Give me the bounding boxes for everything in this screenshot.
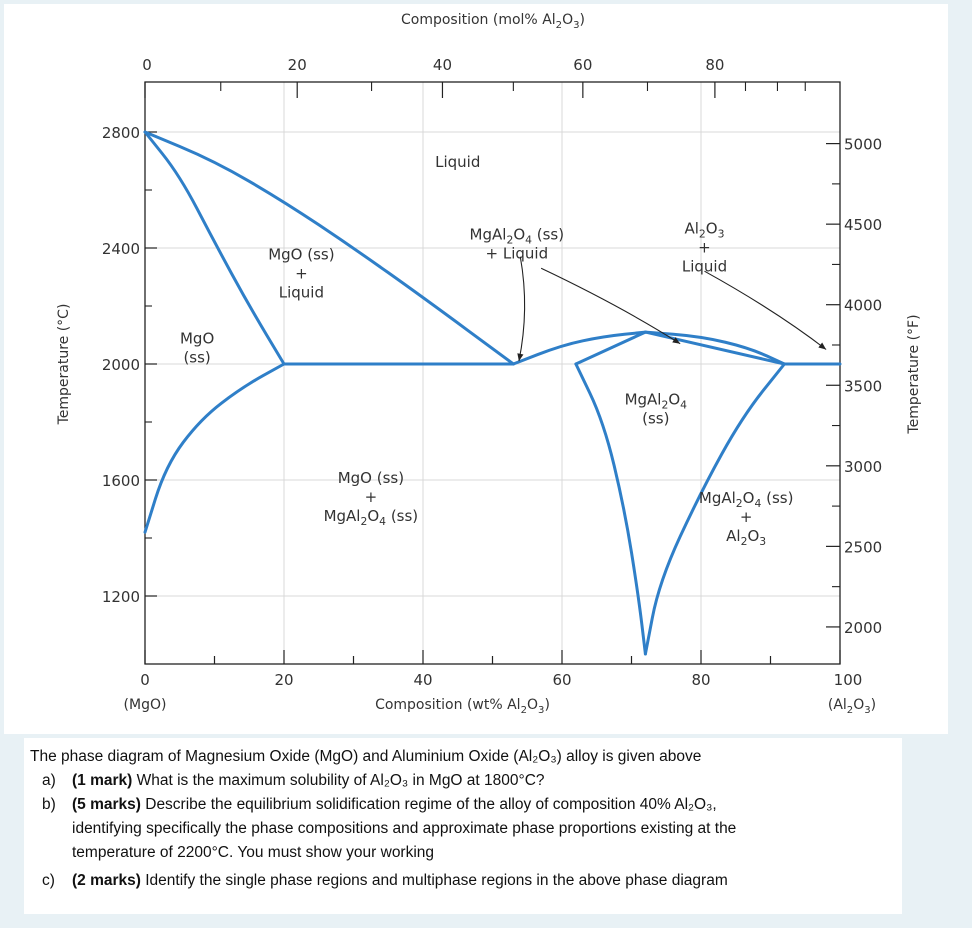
right-tick-label-2500: 2500 (844, 538, 882, 556)
question-b: b) (5 marks) Describe the equilibrium sol… (42, 796, 717, 814)
x-tick-label-100: 100 (834, 671, 863, 689)
y-tick-label-2000: 2000 (102, 356, 140, 374)
top-tick-label-40: 40 (433, 56, 452, 74)
region-label-3-0: MgAl2​O4​ (ss) (470, 225, 565, 246)
x-axis-title: Composition (wt% Al2​O3​) (375, 697, 550, 716)
phase-boundary-9 (574, 362, 647, 656)
x-tick-label-80: 80 (691, 671, 710, 689)
plot-frame (144, 81, 841, 665)
question-a-marks: (1 mark) (72, 772, 133, 789)
x-end-label-al2o3: (Al2​O3​) (828, 697, 876, 716)
right-axis-title: Temperature (°F) (906, 314, 922, 434)
right-tick-label-4500: 4500 (844, 216, 882, 234)
leader-arrow-spinel-liquid-right-head (672, 337, 681, 344)
question-c-marks: (2 marks) (72, 872, 141, 889)
region-label-2-1: (ss) (183, 349, 210, 367)
region-label-5-0: MgAl2​O4​ (625, 391, 688, 412)
region-label-6-2: MgAl2​O4​ (ss) (324, 507, 419, 528)
region-label-1-1: + (295, 265, 308, 283)
x-tick-label-40: 40 (413, 671, 432, 689)
phase-boundary-7 (643, 330, 786, 366)
region-label-4-0: Al2​O3​ (684, 220, 724, 241)
y-tick-label-2400: 2400 (102, 240, 140, 258)
question-c: c) (2 marks) Identify the single phase re… (42, 872, 728, 890)
question-c-text: Identify the single phase regions and mu… (140, 872, 728, 889)
leader-arrow-al2o3-liquid-head (818, 342, 827, 350)
region-label-1-2: Liquid (279, 284, 324, 302)
phase-diagram-chart: 0 20 40 60 80 100 (MgO) (Al2​O3​) Composition (w… (56, 12, 922, 716)
region-label-4-2: Liquid (682, 258, 727, 276)
region-label-2-0: MgO (180, 330, 214, 348)
region-label-6-1: + (365, 488, 378, 506)
x-tick-label-0: 0 (140, 671, 150, 689)
phase-boundary-6 (574, 330, 647, 366)
right-tick-label-2000: 2000 (844, 619, 882, 637)
question-c-label: c) (42, 872, 55, 889)
question-b-text: Describe the equilibrium solidification … (140, 796, 717, 813)
leader-arrow-spinel-liquid-left-head (517, 353, 524, 362)
top-tick-label-0: 0 (142, 56, 152, 74)
region-label-7-2: Al2​O3​ (726, 527, 766, 548)
region-label-0-0: Liquid (435, 153, 480, 171)
leader-arrow-spinel-liquid-right (540, 267, 681, 345)
question-b-text-line2: identifying specifically the phase compo… (72, 820, 737, 837)
question-a-label: a) (42, 772, 56, 789)
y-tick-label-1600: 1600 (102, 472, 140, 490)
region-label-7-1: + (740, 508, 753, 526)
phase-boundary-10 (643, 362, 786, 656)
top-axis-title: Composition (mol% Al2​O3​) (401, 12, 585, 31)
right-tick-label-5000: 5000 (844, 136, 882, 154)
question-a: a) (1 mark) What is the maximum solubilit… (42, 772, 545, 790)
x-tick-label-20: 20 (274, 671, 293, 689)
phase-boundary-2 (143, 362, 286, 534)
right-tick-label-3000: 3000 (844, 458, 882, 476)
phase-boundary-4 (511, 330, 647, 366)
question-panel: The phase diagram of Magnesium Oxide (Mg… (24, 738, 902, 914)
question-b-marks: (5 marks) (72, 796, 141, 813)
leader-arrow-spinel-liquid-left (518, 256, 526, 362)
question-b-text-line3: temperature of 2200°C. You must show you… (72, 844, 435, 861)
leader-arrow-al2o3-liquid (704, 270, 827, 350)
question-a-text: What is the maximum solubility of Al₂O₃ … (132, 772, 545, 789)
x-tick-label-60: 60 (552, 671, 571, 689)
x-end-label-mgo: (MgO) (124, 697, 167, 713)
question-intro: The phase diagram of Magnesium Oxide (Mg… (30, 748, 702, 765)
right-tick-label-4000: 4000 (844, 297, 882, 315)
y-tick-label-2800: 2800 (102, 124, 140, 142)
question-b-label: b) (42, 796, 56, 813)
region-label-4-1: + (698, 239, 711, 257)
phase-boundary-0 (143, 130, 286, 366)
phase-boundary-1 (143, 130, 515, 366)
right-tick-label-3500: 3500 (844, 377, 882, 395)
top-tick-label-80: 80 (705, 56, 724, 74)
region-label-3-1: + Liquid (486, 244, 549, 262)
region-label-5-1: (ss) (642, 410, 669, 428)
region-label-6-0: MgO (ss) (338, 469, 404, 487)
top-tick-label-60: 60 (573, 56, 592, 74)
y-axis-title: Temperature (°C) (56, 304, 72, 426)
top-tick-label-20: 20 (288, 56, 307, 74)
y-tick-label-1200: 1200 (102, 588, 140, 606)
region-label-1-0: MgO (ss) (268, 246, 334, 264)
region-label-7-0: MgAl2​O4​ (ss) (699, 489, 794, 510)
phase-diagram-panel: 0 20 40 60 80 100 (MgO) (Al2​O3​) Composition (w… (4, 4, 948, 734)
